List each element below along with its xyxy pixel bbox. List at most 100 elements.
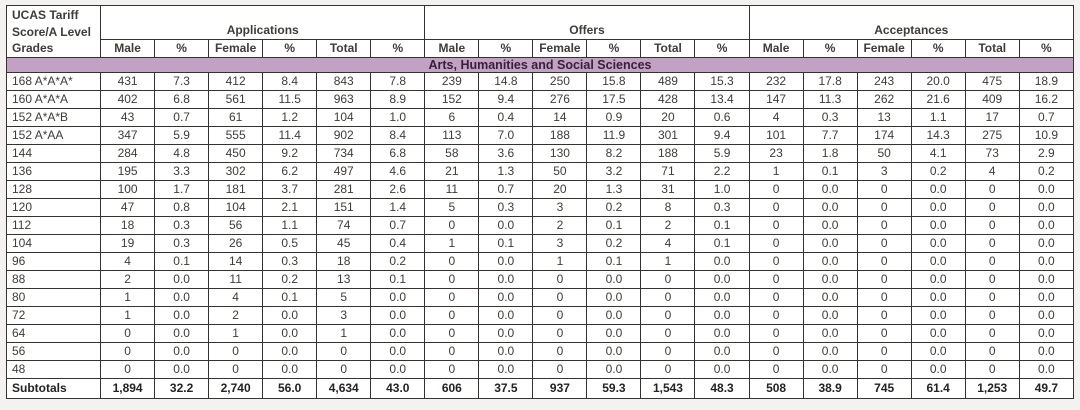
grade-cell: 152 A*AA bbox=[5, 126, 102, 145]
value-cell: 0.0 bbox=[802, 270, 858, 289]
value-cell: 19 bbox=[100, 234, 156, 253]
grade-cell: 88 bbox=[5, 270, 102, 289]
value-cell: 3 bbox=[856, 162, 912, 181]
subtotal-value-cell: 59.3 bbox=[586, 378, 642, 399]
value-cell: 0.0 bbox=[586, 270, 642, 289]
value-cell: 1.3 bbox=[586, 180, 642, 199]
value-cell: 497 bbox=[316, 162, 372, 181]
value-cell: 402 bbox=[100, 90, 156, 109]
value-cell: 2.6 bbox=[370, 180, 426, 199]
subtotal-value-cell: 37.5 bbox=[478, 378, 534, 399]
value-cell: 0.0 bbox=[802, 288, 858, 307]
value-cell: 2 bbox=[208, 306, 264, 325]
grade-cell: 112 bbox=[5, 216, 102, 235]
value-cell: 2 bbox=[532, 216, 588, 235]
value-cell: 1.1 bbox=[262, 216, 318, 235]
value-cell: 0.0 bbox=[910, 198, 966, 217]
value-cell: 0 bbox=[856, 198, 912, 217]
col-header-offers-female: Female bbox=[532, 39, 588, 58]
value-cell: 0.0 bbox=[370, 342, 426, 361]
value-cell: 6.8 bbox=[154, 90, 210, 109]
value-cell: 11.3 bbox=[802, 90, 858, 109]
subtotal-value-cell: 1,894 bbox=[100, 378, 156, 399]
value-cell: 0 bbox=[964, 252, 1020, 271]
value-cell: 0 bbox=[748, 342, 804, 361]
value-cell: 18.9 bbox=[1018, 72, 1075, 91]
value-cell: 0.0 bbox=[478, 306, 534, 325]
value-cell: 0 bbox=[424, 270, 480, 289]
subtotal-value-cell: 937 bbox=[532, 378, 588, 399]
value-cell: 0 bbox=[640, 342, 696, 361]
value-cell: 0.0 bbox=[1018, 180, 1075, 199]
value-cell: 11 bbox=[208, 270, 264, 289]
value-cell: 0.0 bbox=[262, 360, 318, 379]
value-cell: 1 bbox=[100, 288, 156, 307]
value-cell: 0 bbox=[748, 198, 804, 217]
value-cell: 15.3 bbox=[694, 72, 750, 91]
value-cell: 0 bbox=[316, 360, 372, 379]
value-cell: 1.8 bbox=[802, 144, 858, 163]
value-cell: 1.0 bbox=[370, 108, 426, 127]
value-cell: 0 bbox=[532, 342, 588, 361]
value-cell: 0 bbox=[748, 234, 804, 253]
value-cell: 0.0 bbox=[370, 360, 426, 379]
col-header-applications-pct: % bbox=[370, 39, 426, 58]
value-cell: 0.0 bbox=[586, 342, 642, 361]
value-cell: 21 bbox=[424, 162, 480, 181]
value-cell: 450 bbox=[208, 144, 264, 163]
value-cell: 2.1 bbox=[262, 198, 318, 217]
value-cell: 0 bbox=[100, 342, 156, 361]
value-cell: 0 bbox=[748, 252, 804, 271]
value-cell: 2 bbox=[640, 216, 696, 235]
subtotal-value-cell: 43.0 bbox=[370, 378, 426, 399]
grade-cell: 80 bbox=[5, 288, 102, 307]
value-cell: 181 bbox=[208, 180, 264, 199]
grade-cell: 168 A*A*A* bbox=[5, 72, 102, 91]
value-cell: 0.0 bbox=[1018, 234, 1075, 253]
col-header-applications-pct: % bbox=[154, 39, 210, 58]
table-row: 72 1 0.0 2 0.0 3 0.0 0 0.0 0 0.0 0 0.0 0 0.0 0 0.0 0 0.0 bbox=[5, 306, 1075, 325]
value-cell: 1.7 bbox=[154, 180, 210, 199]
value-cell: 0.7 bbox=[154, 108, 210, 127]
value-cell: 0.0 bbox=[802, 360, 858, 379]
value-cell: 0.0 bbox=[910, 306, 966, 325]
value-cell: 281 bbox=[316, 180, 372, 199]
col-header-offers-pct: % bbox=[478, 39, 534, 58]
value-cell: 1.3 bbox=[478, 162, 534, 181]
value-cell: 0.6 bbox=[694, 108, 750, 127]
table-row: 144 284 4.8 450 9.2 734 6.8 58 3.6 130 8.2 188 5.9 23… bbox=[5, 144, 1075, 163]
value-cell: 56 bbox=[208, 216, 264, 235]
table-row: 80 1 0.0 4 0.1 5 0.0 0 0.0 0 0.0 0 0.0 0 0.0 0 0.0 0 0.0 bbox=[5, 288, 1075, 307]
value-cell: 0 bbox=[748, 324, 804, 343]
value-cell: 0.1 bbox=[478, 234, 534, 253]
value-cell: 843 bbox=[316, 72, 372, 91]
value-cell: 0 bbox=[424, 252, 480, 271]
value-cell: 0.2 bbox=[586, 234, 642, 253]
value-cell: 276 bbox=[532, 90, 588, 109]
value-cell: 1 bbox=[208, 324, 264, 343]
value-cell: 0.0 bbox=[910, 234, 966, 253]
table-row: 64 0 0.0 1 0.0 1 0.0 0 0.0 0 0.0 0 0.0 0 0.0 0 0.0 0 0.0 bbox=[5, 324, 1075, 343]
value-cell: 0 bbox=[640, 288, 696, 307]
value-cell: 74 bbox=[316, 216, 372, 235]
value-cell: 0 bbox=[532, 270, 588, 289]
subtotals-row: Subtotals 1,894 32.2 2,740 56.0 4,634 43.0 606 3… bbox=[5, 378, 1075, 399]
col-header-offers-male: Male bbox=[424, 39, 480, 58]
value-cell: 0.1 bbox=[262, 288, 318, 307]
value-cell: 0.0 bbox=[1018, 252, 1075, 271]
value-cell: 3.3 bbox=[154, 162, 210, 181]
value-cell: 902 bbox=[316, 126, 372, 145]
value-cell: 4 bbox=[748, 108, 804, 127]
value-cell: 0 bbox=[208, 342, 264, 361]
value-cell: 17 bbox=[964, 108, 1020, 127]
table-row: 152 A*A*B 43 0.7 61 1.2 104 1.0 6 0.4 14 0.9 20 0.6 4… bbox=[5, 108, 1075, 127]
value-cell: 0.0 bbox=[802, 180, 858, 199]
value-cell: 0 bbox=[964, 198, 1020, 217]
value-cell: 50 bbox=[532, 162, 588, 181]
value-cell: 428 bbox=[640, 90, 696, 109]
value-cell: 0.0 bbox=[154, 360, 210, 379]
value-cell: 0 bbox=[856, 324, 912, 343]
value-cell: 16.2 bbox=[1018, 90, 1075, 109]
table-row: 88 2 0.0 11 0.2 13 0.1 0 0.0 0 0.0 0 0.0 0 0.0 0 0.0 0 0.0 bbox=[5, 270, 1075, 289]
subtotal-value-cell: 32.2 bbox=[154, 378, 210, 399]
